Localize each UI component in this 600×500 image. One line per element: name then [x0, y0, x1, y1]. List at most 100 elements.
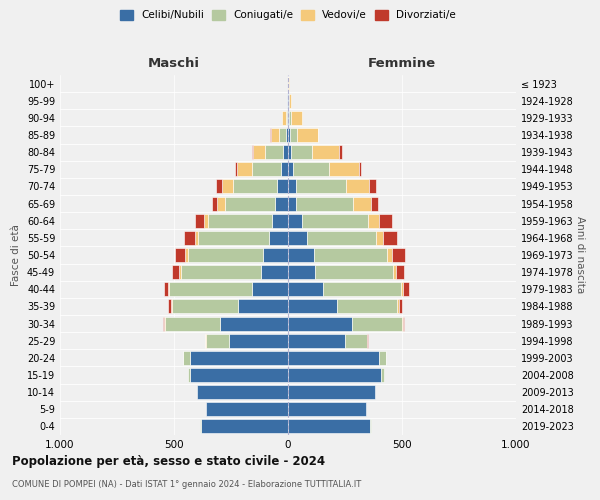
Bar: [288, 196, 296, 210]
Bar: [387, 248, 392, 262]
Bar: [288, 316, 352, 330]
Bar: [289, 111, 292, 125]
Bar: [238, 300, 288, 314]
Bar: [226, 196, 275, 210]
Bar: [172, 265, 179, 279]
Bar: [288, 180, 296, 194]
Bar: [383, 231, 397, 245]
Bar: [288, 145, 292, 159]
Bar: [288, 420, 370, 434]
Bar: [188, 248, 263, 262]
Bar: [222, 180, 233, 194]
Bar: [379, 214, 392, 228]
Bar: [283, 111, 286, 125]
Bar: [260, 265, 288, 279]
Bar: [403, 282, 409, 296]
Bar: [163, 316, 164, 330]
Bar: [288, 300, 337, 314]
Bar: [190, 368, 288, 382]
Bar: [288, 231, 307, 245]
Bar: [168, 282, 169, 296]
Bar: [251, 145, 253, 159]
Bar: [296, 196, 353, 210]
Bar: [403, 316, 404, 330]
Bar: [286, 111, 287, 125]
Bar: [272, 214, 288, 228]
Y-axis label: Anni di nascita: Anni di nascita: [575, 216, 585, 294]
Bar: [345, 334, 367, 347]
Bar: [397, 300, 398, 314]
Bar: [202, 420, 288, 434]
Bar: [167, 300, 171, 314]
Bar: [288, 334, 345, 347]
Y-axis label: Fasce di età: Fasce di età: [11, 224, 21, 286]
Bar: [270, 128, 271, 142]
Bar: [398, 300, 402, 314]
Bar: [393, 265, 397, 279]
Bar: [185, 248, 188, 262]
Legend: Celibi/Nubili, Coniugati/e, Vedovi/e, Divorziati/e: Celibi/Nubili, Coniugati/e, Vedovi/e, Di…: [120, 10, 456, 20]
Bar: [337, 300, 397, 314]
Bar: [194, 214, 203, 228]
Bar: [353, 196, 371, 210]
Bar: [290, 128, 297, 142]
Bar: [329, 162, 359, 176]
Text: COMUNE DI POMPEI (NA) - Dati ISTAT 1° gennaio 2024 - Elaborazione TUTTITALIA.IT: COMUNE DI POMPEI (NA) - Dati ISTAT 1° ge…: [12, 480, 361, 489]
Bar: [296, 180, 346, 194]
Bar: [172, 300, 238, 314]
Bar: [401, 282, 403, 296]
Bar: [212, 196, 217, 210]
Bar: [376, 231, 383, 245]
Bar: [229, 334, 288, 347]
Bar: [190, 351, 288, 365]
Bar: [269, 231, 288, 245]
Bar: [340, 145, 341, 159]
Bar: [271, 128, 279, 142]
Bar: [233, 180, 277, 194]
Bar: [198, 231, 269, 245]
Bar: [359, 162, 361, 176]
Bar: [312, 145, 340, 159]
Bar: [283, 145, 288, 159]
Bar: [402, 316, 403, 330]
Text: Femmine: Femmine: [368, 57, 436, 70]
Bar: [392, 248, 406, 262]
Bar: [379, 351, 386, 365]
Bar: [194, 231, 198, 245]
Bar: [206, 334, 229, 347]
Bar: [289, 94, 292, 108]
Bar: [302, 214, 368, 228]
Bar: [220, 316, 288, 330]
Bar: [281, 162, 288, 176]
Bar: [288, 351, 379, 365]
Bar: [171, 300, 172, 314]
Bar: [251, 282, 288, 296]
Bar: [286, 128, 288, 142]
Bar: [397, 265, 404, 279]
Bar: [287, 94, 288, 108]
Bar: [368, 214, 379, 228]
Bar: [317, 128, 319, 142]
Bar: [287, 111, 288, 125]
Bar: [288, 402, 365, 416]
Bar: [288, 111, 289, 125]
Bar: [323, 282, 401, 296]
Bar: [188, 368, 190, 382]
Bar: [203, 214, 208, 228]
Bar: [352, 316, 402, 330]
Bar: [251, 162, 281, 176]
Bar: [314, 248, 387, 262]
Bar: [197, 385, 288, 399]
Bar: [165, 316, 220, 330]
Bar: [216, 180, 222, 194]
Bar: [169, 282, 251, 296]
Bar: [369, 180, 376, 194]
Bar: [184, 231, 194, 245]
Bar: [263, 248, 288, 262]
Bar: [200, 420, 202, 434]
Bar: [206, 402, 288, 416]
Bar: [293, 162, 329, 176]
Bar: [179, 265, 181, 279]
Bar: [183, 351, 190, 365]
Bar: [288, 94, 289, 108]
